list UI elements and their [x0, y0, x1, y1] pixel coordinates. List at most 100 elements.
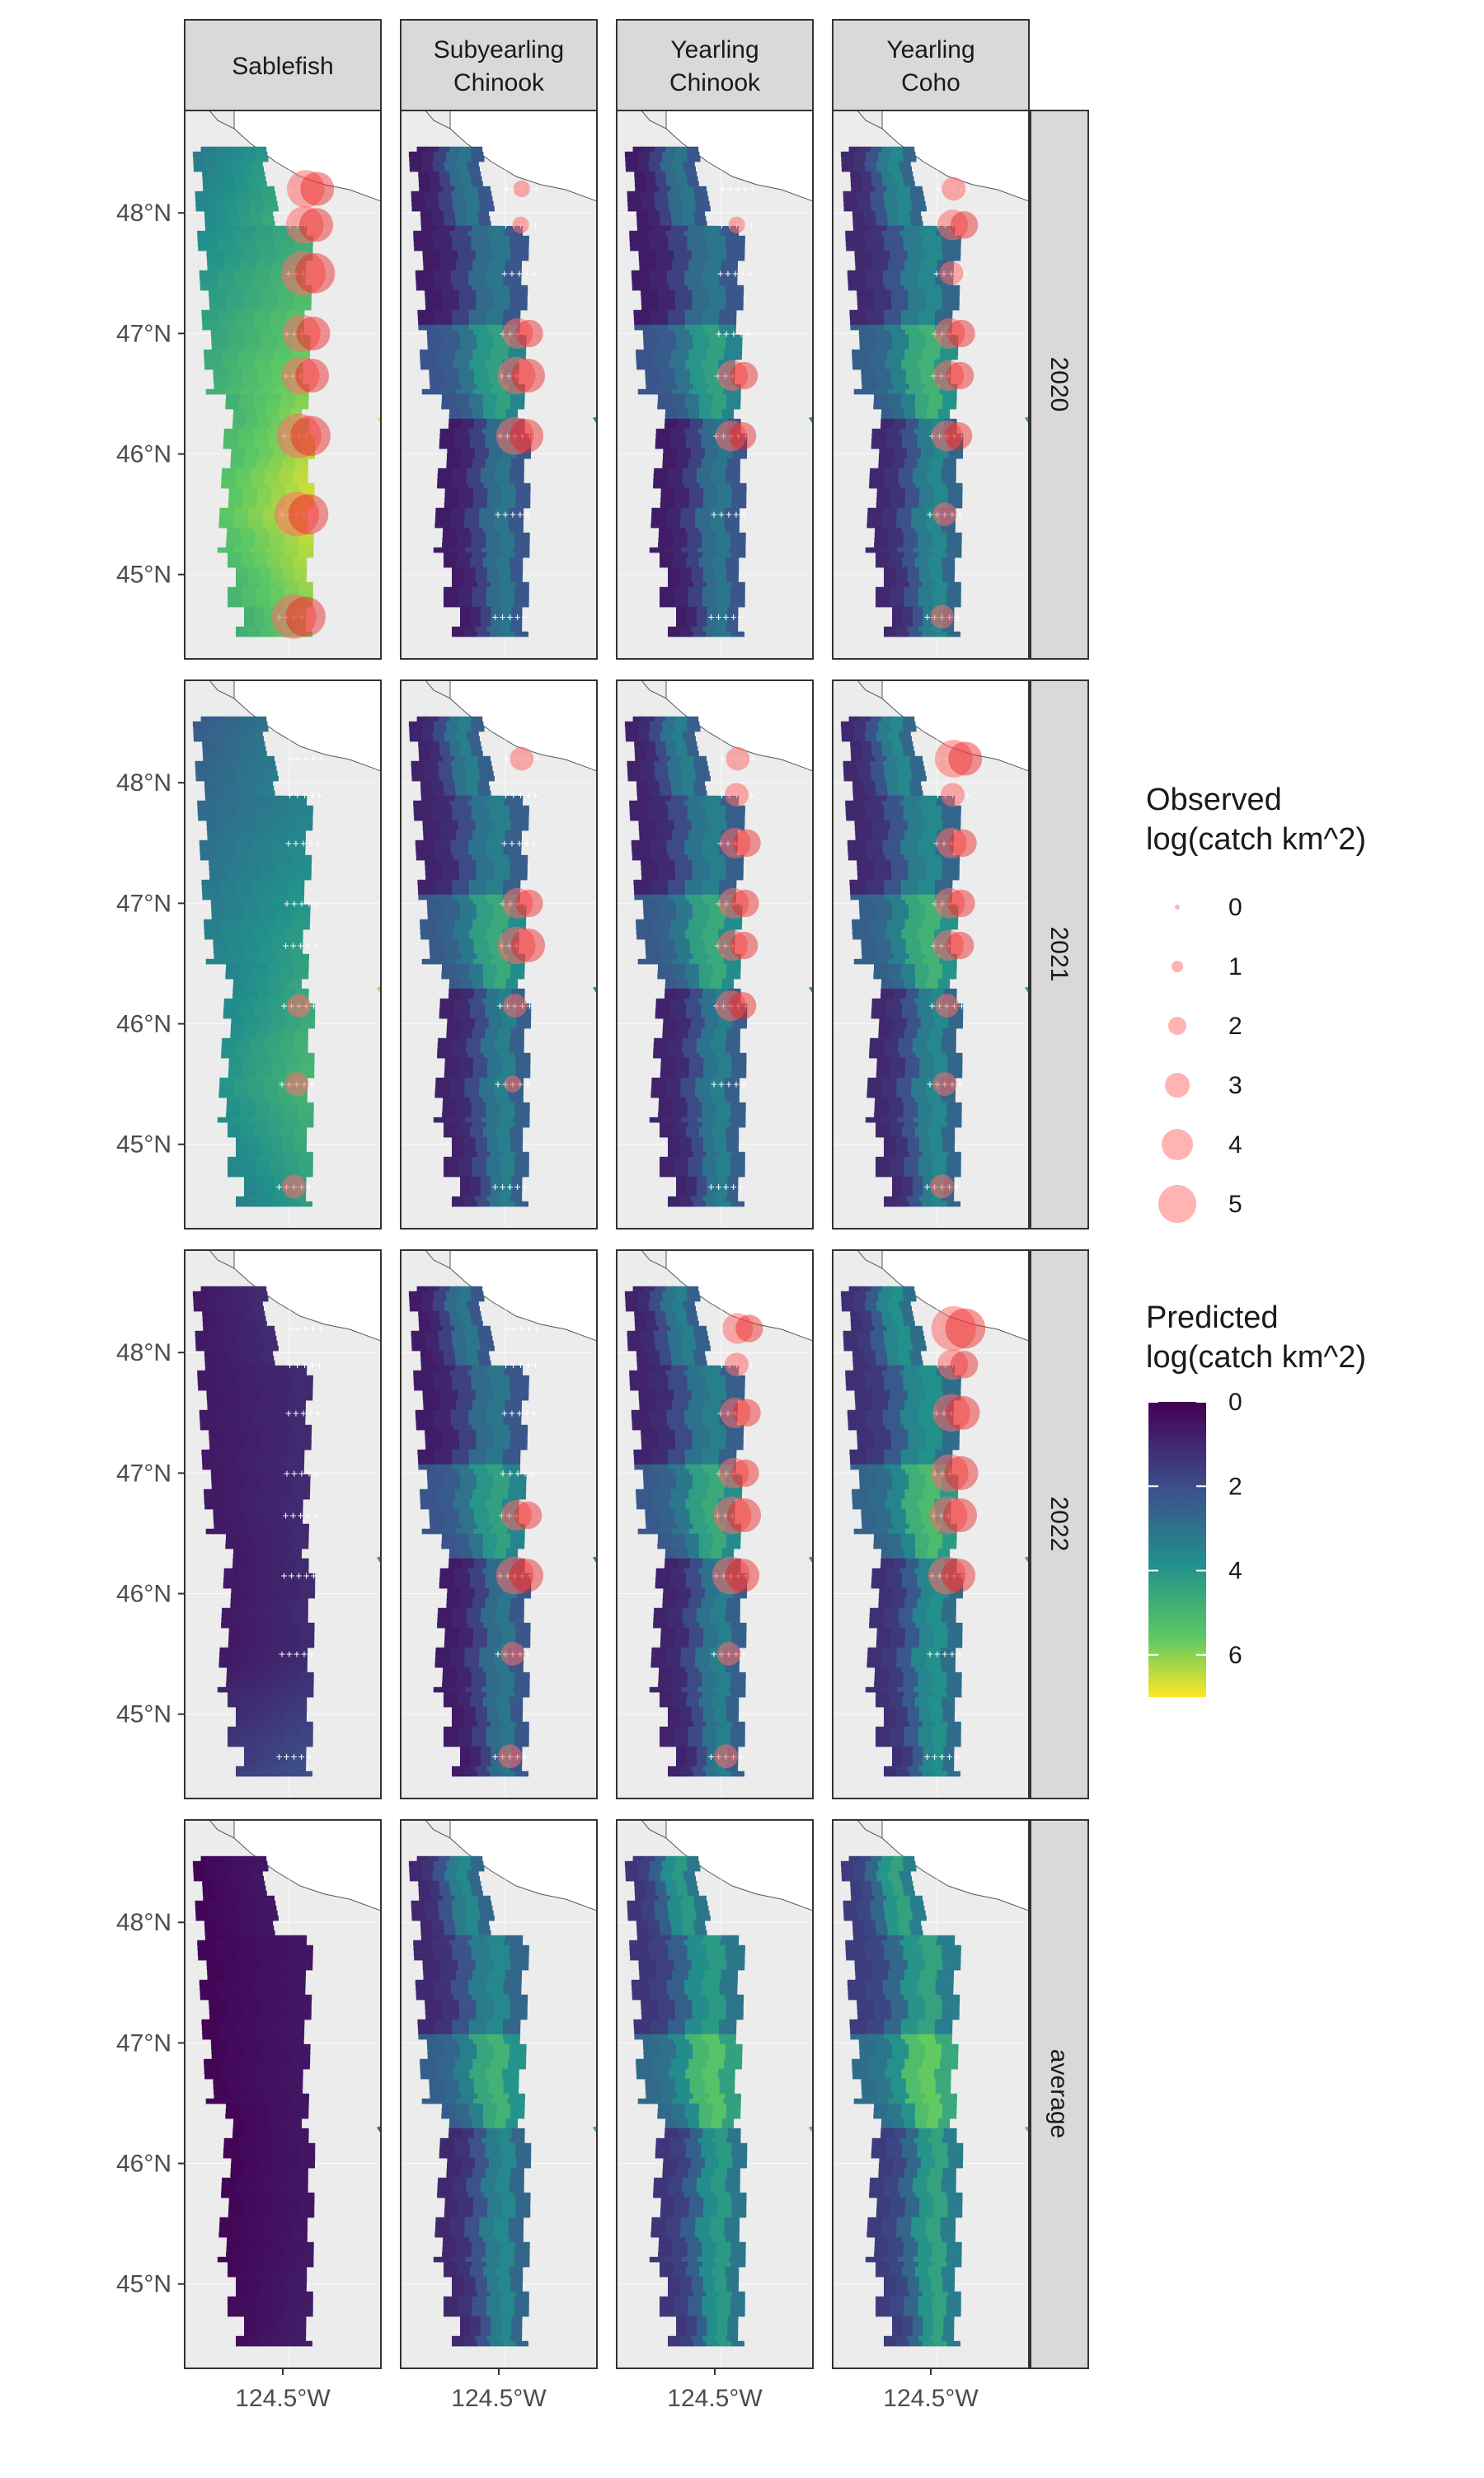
prediction-cell [199, 839, 218, 846]
station-marker: + [708, 610, 715, 623]
prediction-cell [414, 815, 434, 821]
prediction-cell [650, 284, 670, 291]
prediction-cell [918, 309, 936, 316]
prediction-cell [861, 181, 873, 187]
prediction-cell [701, 1008, 717, 1014]
prediction-cell [425, 294, 443, 301]
prediction-cell [265, 1037, 280, 1044]
prediction-cell [672, 1112, 688, 1118]
station-marker: + [723, 1180, 730, 1193]
prediction-cell [649, 839, 668, 846]
prediction-cell [692, 869, 710, 876]
prediction-cell [502, 631, 516, 637]
prediction-cell [458, 492, 474, 499]
estuary-shape [376, 416, 381, 425]
prediction-cell [262, 522, 279, 529]
prediction-cell [632, 854, 651, 861]
prediction-cell [237, 359, 254, 365]
prediction-cell [480, 473, 495, 479]
prediction-cell [866, 314, 885, 321]
prediction-cell [256, 413, 268, 420]
prediction-cell [881, 230, 900, 237]
prediction-cell [252, 275, 270, 281]
prediction-cell [500, 1102, 516, 1108]
prediction-cell [899, 205, 913, 212]
prediction-cell [202, 171, 214, 177]
prediction-cell [645, 750, 657, 757]
prediction-cell [668, 1151, 682, 1158]
prediction-cell [434, 1087, 451, 1093]
prediction-cell [232, 988, 247, 994]
prediction-cell [411, 195, 425, 202]
prediction-cell [904, 349, 923, 355]
prediction-cell [467, 230, 486, 237]
observed-point [730, 931, 758, 960]
prediction-cell [661, 721, 675, 727]
prediction-cell [685, 557, 700, 563]
prediction-cell [918, 319, 936, 326]
prediction-cell [715, 1052, 731, 1059]
prediction-cell [716, 537, 731, 543]
prediction-cell [204, 785, 217, 792]
prediction-cell [211, 914, 229, 920]
panel-1-0: ++++++++++++++++++++++++++++++++++++++++ [184, 679, 382, 1230]
station-marker: + [749, 182, 756, 195]
prediction-cell [871, 835, 889, 841]
prediction-cell [243, 1032, 257, 1039]
prediction-cell [674, 596, 688, 603]
prediction-cell [287, 938, 303, 945]
prediction-cell [466, 473, 481, 479]
prediction-cell [918, 280, 937, 286]
prediction-cell [871, 1003, 888, 1009]
prediction-cell [221, 1047, 237, 1054]
prediction-cell [886, 755, 899, 762]
prediction-cell [636, 731, 649, 737]
prediction-cell [681, 547, 698, 553]
prediction-cell [493, 339, 510, 346]
prediction-cell [423, 260, 440, 266]
prediction-cell [891, 1027, 905, 1034]
prediction-cell [674, 948, 691, 955]
prediction-cell [671, 215, 683, 222]
prediction-cell [676, 408, 689, 415]
prediction-cell [904, 492, 920, 499]
prediction-cell [706, 240, 726, 247]
prediction-cell [690, 1023, 706, 1029]
prediction-cell [509, 562, 524, 568]
prediction-cell [425, 869, 443, 876]
prediction-cell [239, 398, 254, 405]
prediction-cell [294, 1136, 308, 1143]
prediction-cell [275, 1186, 286, 1192]
observed-point [288, 494, 329, 534]
prediction-cell [458, 379, 475, 385]
observed-point [946, 361, 974, 390]
prediction-cell [483, 482, 500, 489]
prediction-cell [917, 1032, 931, 1039]
prediction-cell [698, 403, 713, 410]
prediction-cell [922, 349, 941, 355]
prediction-cell [270, 230, 289, 237]
prediction-cell [726, 576, 739, 583]
prediction-cell [205, 388, 223, 395]
prediction-cell [688, 329, 706, 336]
prediction-cell [253, 443, 270, 449]
prediction-cell [942, 869, 960, 876]
prediction-cell [712, 403, 727, 410]
prediction-cell [418, 750, 430, 757]
prediction-cell [232, 741, 245, 747]
prediction-cell [444, 374, 460, 380]
prediction-cell [279, 557, 294, 563]
prediction-cell [434, 1092, 450, 1098]
prediction-cell [493, 825, 511, 831]
prediction-cell [907, 567, 920, 573]
prediction-cell [458, 869, 477, 876]
prediction-cell [413, 240, 434, 247]
observed-point [300, 172, 335, 206]
prediction-cell [486, 324, 504, 331]
prediction-cell [253, 364, 270, 370]
prediction-cell [718, 324, 736, 331]
prediction-cell [706, 810, 726, 816]
prediction-cell [503, 884, 521, 891]
prediction-cell [270, 537, 285, 543]
prediction-cell [688, 492, 704, 499]
